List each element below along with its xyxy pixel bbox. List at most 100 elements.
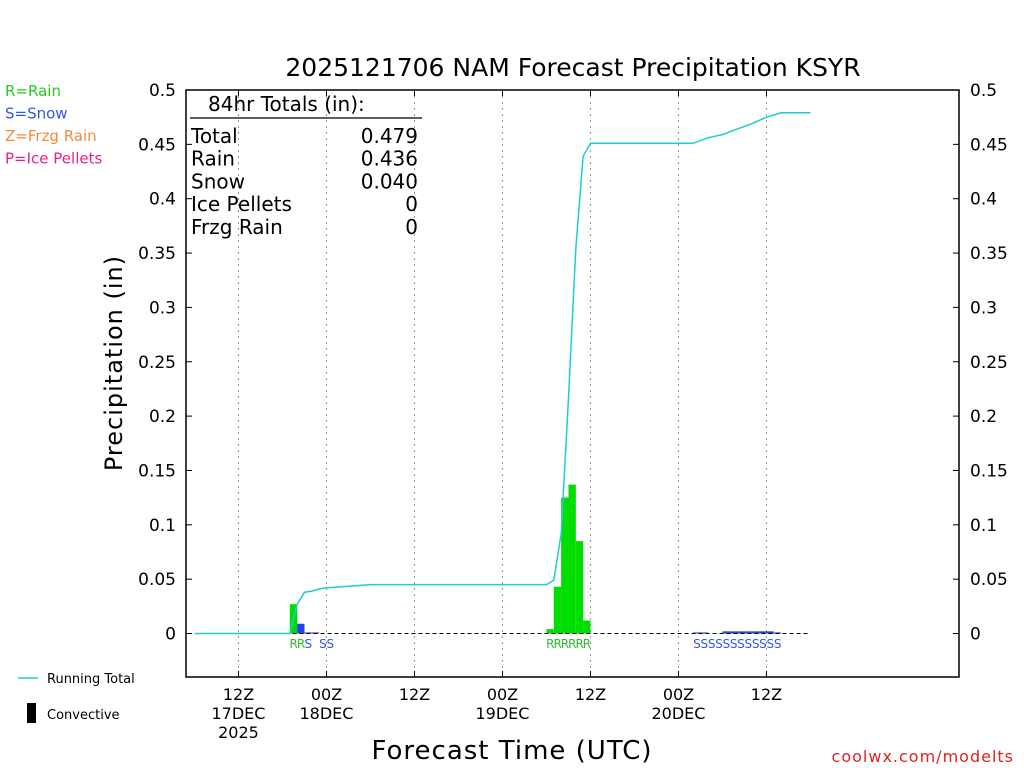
- y-tick-label: 0.2: [149, 407, 176, 427]
- y-tick-label: 0.2: [970, 407, 997, 427]
- y-tick-label: 0.05: [970, 570, 1008, 590]
- credit-link[interactable]: coolwx.com/modelts: [832, 747, 1014, 766]
- precip-bar-rain: [561, 497, 569, 634]
- y-axis-right-ticks: 0.5 0.45 0.4 0.35 0.3 0.25 0.2 0.15 0.1 0.05 0: [953, 81, 1008, 645]
- y-tick-label: 0.25: [970, 353, 1008, 373]
- x-tick-label: 00Z: [487, 685, 518, 704]
- precip-type-letter: R: [568, 637, 576, 651]
- x-tick-label: 12Z: [399, 685, 430, 704]
- y-tick-label: 0: [165, 625, 176, 645]
- y-tick-label: 0.5: [970, 81, 997, 101]
- x-tick-label: 12Z: [751, 685, 782, 704]
- precip-type-letter: S: [722, 637, 730, 651]
- x-axis-label: Forecast Time (UTC): [371, 736, 652, 766]
- x-tick-label: 17DEC: [212, 704, 266, 723]
- precip-type-letter: S: [744, 637, 752, 651]
- running-total-line: [194, 112, 811, 635]
- totals-value: 0: [405, 192, 418, 216]
- precip-bar-rain: [568, 484, 576, 634]
- y-tick-label: 0.3: [149, 298, 176, 318]
- totals-label: Total: [190, 124, 238, 148]
- totals-value: 0.479: [361, 124, 418, 148]
- y-tick-label: 0.15: [138, 461, 176, 481]
- precip-bar-snow: [744, 631, 752, 634]
- precip-type-letter: S: [737, 637, 745, 651]
- precip-type-letter: R: [546, 637, 554, 651]
- precip-bar-snow: [729, 631, 738, 634]
- precip-bar-rain: [575, 541, 584, 634]
- x-tick-label: 20DEC: [651, 704, 705, 723]
- convective-legend-label: Convective: [47, 708, 120, 723]
- chart-title: 2025121706 NAM Forecast Precipitation KS…: [285, 53, 860, 82]
- precip-bar-snow: [304, 632, 312, 634]
- y-tick-label: 0.45: [138, 135, 176, 155]
- totals-value: 0: [405, 215, 418, 239]
- precip-bar-snow: [766, 631, 774, 634]
- y-tick-label: 0.25: [138, 353, 176, 373]
- totals-label: Frzg Rain: [191, 215, 283, 239]
- precip-bar-snow: [311, 632, 320, 634]
- precip-bar-snow: [737, 631, 745, 634]
- y-tick-label: 0.05: [138, 570, 176, 590]
- y-axis-label: Precipitation (in): [100, 255, 128, 471]
- totals-label: Rain: [191, 147, 235, 171]
- precip-bar-snow: [693, 632, 701, 634]
- x-tick-label: 12Z: [575, 685, 606, 704]
- totals-label: Snow: [191, 169, 245, 193]
- precip-bar-snow: [297, 623, 305, 634]
- x-tick-label: 00Z: [311, 685, 342, 704]
- precip-type-letter: R: [583, 637, 591, 651]
- precip-type-letter: R: [561, 637, 569, 651]
- precip-type-letter: S: [774, 637, 782, 651]
- precip-type-letter: S: [708, 637, 716, 651]
- precip-bar-snow: [751, 631, 760, 634]
- running-total-legend-label: Running Total: [47, 672, 135, 687]
- x-tick-label: 19DEC: [476, 704, 530, 723]
- y-tick-label: 0.4: [970, 190, 997, 210]
- x-tick-label: 2025: [218, 723, 259, 742]
- y-tick-label: 0.35: [138, 244, 176, 264]
- precip-type-letter: S: [327, 637, 335, 651]
- precip-bar-rain: [546, 629, 554, 634]
- precip-bar-snow: [773, 632, 782, 634]
- precip-type-letter: R: [297, 637, 305, 651]
- precip-type-letter: S: [700, 637, 708, 651]
- y-tick-label: 0.15: [970, 461, 1008, 481]
- precip-type-letter: S: [305, 637, 313, 651]
- grid-lines: [237, 90, 767, 677]
- precip-type-letter: S: [766, 637, 774, 651]
- legend-item: S=Snow: [5, 105, 68, 123]
- x-tick-label: 12Z: [223, 685, 254, 704]
- legend-item: P=Ice Pellets: [5, 150, 102, 168]
- precip-bar-rain: [553, 586, 562, 634]
- legend-item: R=Rain: [5, 82, 61, 100]
- precip-type-letter: S: [693, 637, 701, 651]
- precip-type-letter: S: [730, 637, 738, 651]
- plot-frame: [185, 89, 960, 678]
- totals-value: 0.436: [361, 147, 418, 171]
- precip-type-letter: S: [319, 637, 327, 651]
- y-tick-label: 0.45: [970, 135, 1008, 155]
- precip-bar-snow: [722, 631, 730, 634]
- precip-bar-snow: [759, 631, 767, 634]
- legend-item: Z=Frzg Rain: [5, 127, 97, 145]
- y-tick-label: 0.5: [149, 81, 176, 101]
- y-tick-label: 0.3: [970, 298, 997, 318]
- y-tick-label: 0.4: [149, 190, 176, 210]
- totals-label: Ice Pellets: [191, 192, 292, 216]
- totals-header: 84hr Totals (in):: [208, 92, 365, 116]
- y-axis-left-ticks: 0.5 0.45 0.4 0.35 0.3 0.25 0.2 0.15 0.1 0.05 0: [138, 81, 192, 645]
- convective-legend-swatch: [27, 703, 36, 723]
- precip-bars: [289, 484, 782, 634]
- precip-bar-rain: [583, 620, 591, 634]
- precip-type-letter: R: [289, 637, 297, 651]
- precip-type-legend: R=Rain S=Snow Z=Frzg Rain P=Ice Pellets: [5, 82, 102, 168]
- y-tick-label: 0.35: [970, 244, 1008, 264]
- x-tick-label: 18DEC: [300, 704, 354, 723]
- precip-type-letter: S: [759, 637, 767, 651]
- x-tick-label: 00Z: [663, 685, 694, 704]
- precip-bar-snow: [700, 632, 708, 634]
